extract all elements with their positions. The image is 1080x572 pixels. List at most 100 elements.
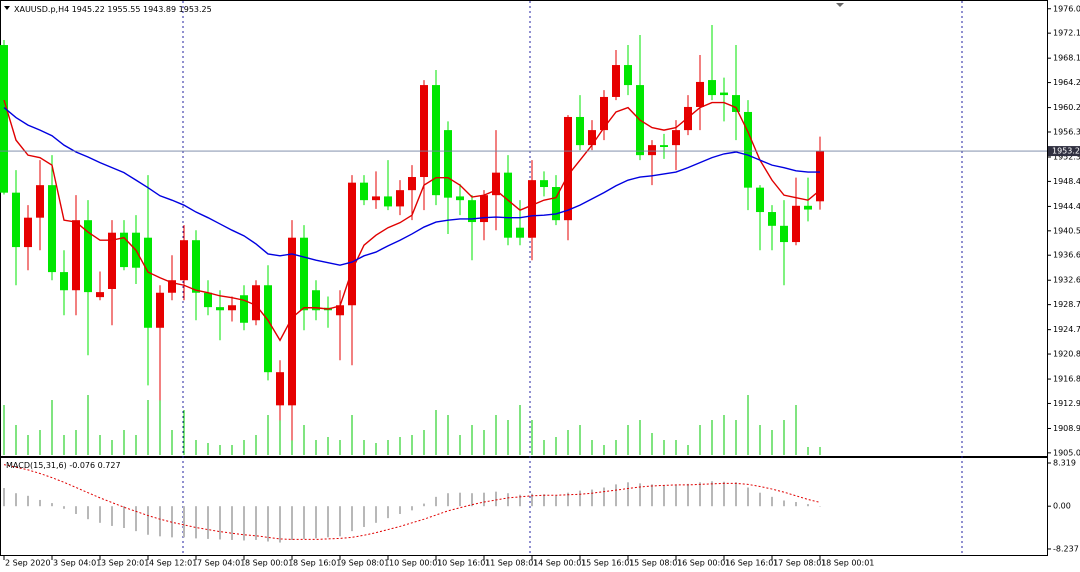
shift-marker <box>836 3 844 7</box>
y-tick-label: -8.237 <box>1053 544 1079 553</box>
candle-body <box>384 196 392 207</box>
x-tick-label: 16 Sep 16:01 <box>725 559 778 568</box>
signal-value: 0.727 <box>98 461 121 470</box>
candle-body <box>156 292 164 328</box>
ohlc-values: 1945.22 1955.55 1943.89 1953.25 <box>72 5 212 14</box>
candle-body <box>0 45 8 193</box>
candle-body <box>744 111 752 188</box>
x-tick-label: 10 Sep 00:01 <box>389 559 442 568</box>
x-tick-label: 3 Sep 04:01 <box>53 559 101 568</box>
moving-average <box>3 99 821 342</box>
ohlc-value: 1955.55 <box>107 5 140 14</box>
y-tick-label: 1956.30 <box>1053 127 1080 136</box>
x-tick-label: 9 Sep 08:01 <box>341 559 389 568</box>
candle-body <box>84 220 92 293</box>
ohlc-value: 1953.25 <box>179 5 212 14</box>
candle-body <box>660 145 668 147</box>
candle-body <box>492 172 500 196</box>
candle-body <box>456 196 464 201</box>
candle-body <box>192 240 200 293</box>
ohlc-value: 1943.89 <box>143 5 176 14</box>
candle-body <box>288 237 296 406</box>
x-tick-label: 2 Sep 2020 <box>5 559 51 568</box>
indicator-values: -0.076 0.727 <box>69 461 120 470</box>
candle-body <box>792 205 800 243</box>
candle-body <box>108 232 116 289</box>
candle-body <box>24 217 32 248</box>
y-tick-label: 1932.60 <box>1053 276 1080 285</box>
candle-body <box>96 292 104 298</box>
y-tick-label: 1944.40 <box>1053 202 1080 211</box>
y-tick-label: 1940.50 <box>1053 226 1080 235</box>
y-tick-label: 1916.80 <box>1053 375 1080 384</box>
y-tick-label: 0.00 <box>1053 502 1071 511</box>
price-label: 1953.25 <box>1052 147 1080 156</box>
candle-body <box>564 116 572 221</box>
macd-signal <box>3 464 821 540</box>
y-tick-label: 1924.70 <box>1053 325 1080 334</box>
y-tick-label: 1936.60 <box>1053 251 1080 260</box>
candle-body <box>120 232 128 268</box>
plot: 1976.00 1972.10 1968.10 1964.20 1960.20 1956.… <box>0 4 1080 568</box>
ohlc-value: 1945.22 <box>72 5 105 14</box>
moving-average <box>3 107 820 266</box>
x-tick-label: 8 Sep 16:01 <box>293 559 341 568</box>
x-tick-label: 17 Sep 08:01 <box>773 559 826 568</box>
candle-body <box>816 151 824 202</box>
candle-body <box>468 200 476 223</box>
x-tick-label: 7 Sep 04:01 <box>197 559 245 568</box>
menu-icon <box>4 6 10 10</box>
x-tick-label: 15 Sep 08:01 <box>629 559 682 568</box>
candle-body <box>648 145 656 156</box>
y-tick-label: 1964.20 <box>1053 78 1080 87</box>
x-tick-label: 16 Sep 00:01 <box>677 559 730 568</box>
x-tick-label: 18 Sep 00:01 <box>821 559 874 568</box>
candle-body <box>684 106 692 131</box>
candle-body <box>336 305 344 316</box>
y-tick-label: 8.319 <box>1053 458 1076 467</box>
candle-body <box>240 295 248 323</box>
candle-body <box>696 81 704 107</box>
candle-body <box>360 182 368 201</box>
candle-body <box>300 237 308 311</box>
candle-body <box>612 65 620 97</box>
x-tick-label: 8 Sep 00:01 <box>245 559 293 568</box>
x-tick-label: 11 Sep 08:01 <box>485 559 538 568</box>
candle-body <box>48 185 56 273</box>
x-tick-label: 3 Sep 20:01 <box>101 559 149 568</box>
x-tick-label: 4 Sep 12:01 <box>149 559 197 568</box>
candle-body <box>588 130 596 146</box>
y-tick-label: 1968.10 <box>1053 54 1080 63</box>
y-tick-label: 1912.90 <box>1053 399 1080 408</box>
x-tick-label: 14 Sep 00:01 <box>533 559 586 568</box>
x-tick-label: 10 Sep 16:01 <box>437 559 490 568</box>
candle-body <box>624 65 632 86</box>
y-tick-label: 1960.20 <box>1053 103 1080 112</box>
candle-body <box>516 227 524 238</box>
y-tick-label: 1908.90 <box>1053 424 1080 433</box>
candle-body <box>144 237 152 328</box>
candle-body <box>252 285 260 321</box>
candle-body <box>780 225 788 243</box>
candle-body <box>732 95 740 112</box>
y-tick-label: 1948.40 <box>1053 177 1080 186</box>
candle-body <box>180 240 188 281</box>
candle-body <box>264 285 272 373</box>
candle-body <box>12 192 20 248</box>
main-frame <box>0 0 1048 457</box>
candle-body <box>768 212 776 226</box>
candle-body <box>60 272 68 291</box>
y-tick-label: 1920.80 <box>1053 350 1080 359</box>
candle-body <box>228 305 236 311</box>
candle-body <box>756 187 764 213</box>
candle-body <box>72 220 80 291</box>
y-tick-label: 1952.30 <box>1053 153 1080 162</box>
candle-body <box>396 190 404 207</box>
indicator-header: MACD(15,31,6) -0.076 0.727 <box>6 461 121 470</box>
candle-body <box>168 280 176 293</box>
y-tick-label: 1972.10 <box>1053 29 1080 38</box>
y-tick-label: 1928.70 <box>1053 300 1080 309</box>
candle-body <box>528 180 536 238</box>
